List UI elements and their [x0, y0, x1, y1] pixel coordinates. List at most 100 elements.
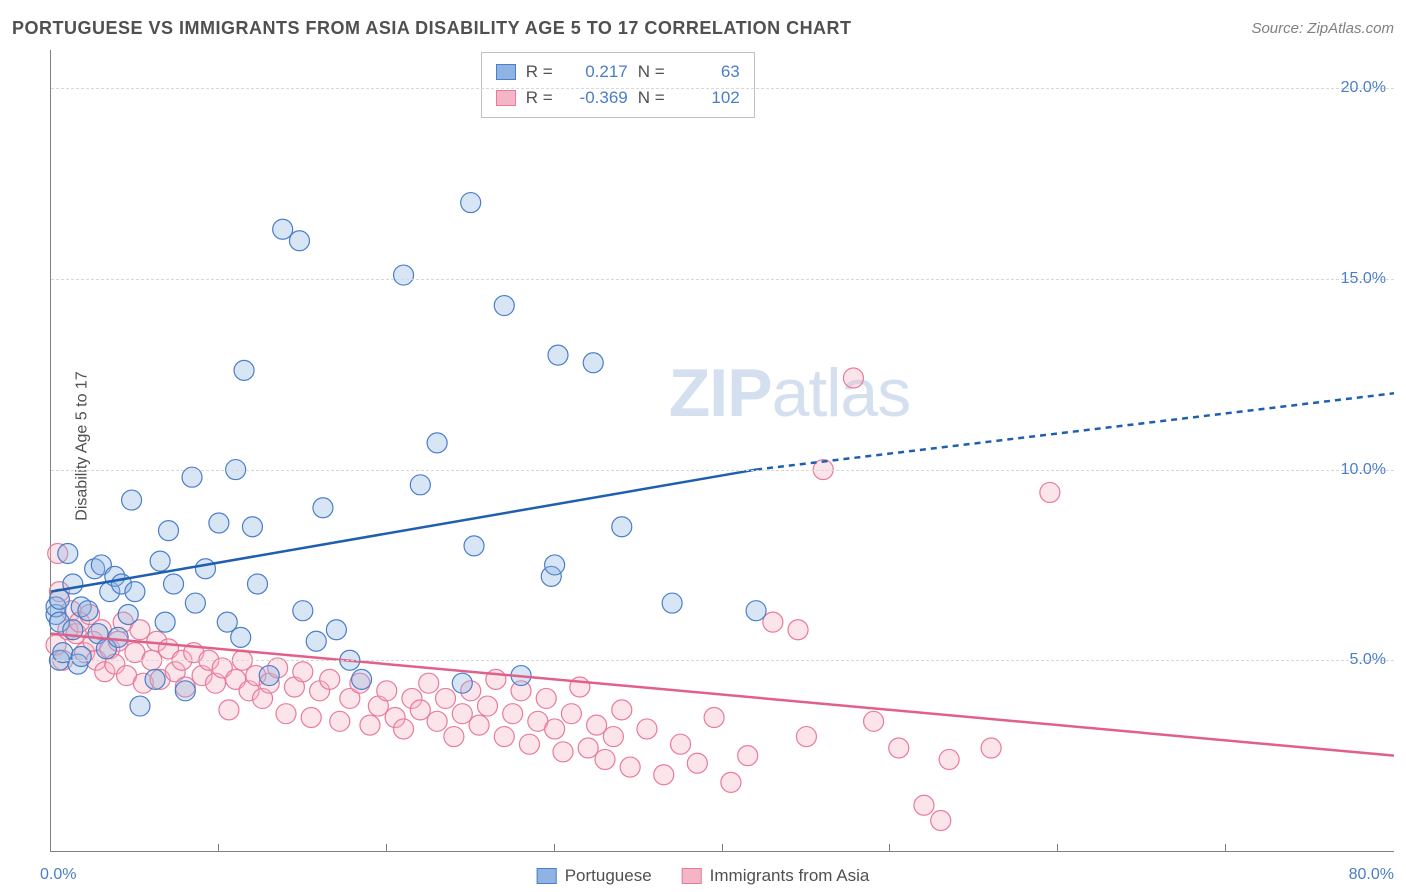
data-point	[461, 193, 481, 213]
data-point	[427, 711, 447, 731]
data-point	[108, 627, 128, 647]
data-point	[545, 555, 565, 575]
data-point	[519, 734, 539, 754]
data-point	[561, 704, 581, 724]
data-point	[377, 681, 397, 701]
data-point	[763, 612, 783, 632]
data-point	[150, 551, 170, 571]
series-legend: Portuguese Immigrants from Asia	[537, 866, 870, 886]
data-point	[545, 719, 565, 739]
data-point	[503, 704, 523, 724]
data-point	[738, 746, 758, 766]
data-point	[410, 475, 430, 495]
legend-item-b: Immigrants from Asia	[682, 866, 870, 886]
data-point	[360, 715, 380, 735]
data-point	[548, 345, 568, 365]
legend-label-b: Immigrants from Asia	[710, 866, 870, 886]
data-point	[704, 708, 724, 728]
data-point	[939, 749, 959, 769]
gridline	[51, 470, 1394, 471]
data-point	[746, 601, 766, 621]
data-point	[145, 669, 165, 689]
data-point	[494, 727, 514, 747]
n-label-a: N =	[638, 59, 670, 85]
r-value-a: 0.217	[568, 59, 628, 85]
data-point	[612, 700, 632, 720]
data-point	[159, 521, 179, 541]
data-point	[164, 574, 184, 594]
header: PORTUGUESE VS IMMIGRANTS FROM ASIA DISAB…	[12, 18, 1394, 39]
swatch-a-icon	[496, 64, 516, 80]
data-point	[330, 711, 350, 731]
data-point	[63, 574, 83, 594]
x-tick-label: 0.0%	[40, 866, 76, 884]
data-point	[185, 593, 205, 613]
x-tick-mark	[722, 844, 723, 852]
data-point	[301, 708, 321, 728]
data-point	[276, 704, 296, 724]
legend-swatch-a-icon	[537, 868, 557, 884]
data-point	[587, 715, 607, 735]
data-point	[293, 662, 313, 682]
data-point	[662, 593, 682, 613]
data-point	[981, 738, 1001, 758]
data-point	[155, 612, 175, 632]
data-point	[175, 681, 195, 701]
data-point	[864, 711, 884, 731]
data-point	[477, 696, 497, 716]
data-point	[452, 704, 472, 724]
data-point	[209, 513, 229, 533]
data-point	[293, 601, 313, 621]
y-tick-label: 20.0%	[1341, 79, 1386, 97]
data-point	[352, 669, 372, 689]
x-tick-mark	[218, 844, 219, 852]
data-point	[394, 719, 414, 739]
data-point	[931, 810, 951, 830]
data-point	[427, 433, 447, 453]
data-point	[595, 749, 615, 769]
data-point	[612, 517, 632, 537]
legend-label-a: Portuguese	[565, 866, 652, 886]
chart-title: PORTUGUESE VS IMMIGRANTS FROM ASIA DISAB…	[12, 18, 852, 39]
data-point	[320, 669, 340, 689]
data-point	[1040, 482, 1060, 502]
data-point	[603, 727, 623, 747]
data-point	[436, 688, 456, 708]
data-point	[889, 738, 909, 758]
data-point	[118, 605, 138, 625]
data-point	[494, 296, 514, 316]
data-point	[130, 696, 150, 716]
data-point	[578, 738, 598, 758]
data-point	[125, 582, 145, 602]
data-point	[553, 742, 573, 762]
data-point	[796, 727, 816, 747]
n-value-a: 63	[680, 59, 740, 85]
legend-item-a: Portuguese	[537, 866, 652, 886]
data-point	[195, 559, 215, 579]
data-point	[58, 543, 78, 563]
x-tick-mark	[1225, 844, 1226, 852]
chart-plot-area: ZIPatlas R = 0.217 N = 63 R = -0.369 N =…	[50, 50, 1394, 852]
data-point	[247, 574, 267, 594]
data-point	[219, 700, 239, 720]
data-point	[78, 601, 98, 621]
data-point	[259, 666, 279, 686]
data-point	[637, 719, 657, 739]
regression-line	[756, 393, 1394, 469]
x-tick-mark	[1057, 844, 1058, 852]
x-tick-mark	[889, 844, 890, 852]
data-point	[469, 715, 489, 735]
data-point	[273, 219, 293, 239]
y-tick-label: 5.0%	[1350, 651, 1386, 669]
gridline	[51, 88, 1394, 89]
x-tick-label: 80.0%	[1349, 866, 1394, 884]
data-point	[231, 627, 251, 647]
x-tick-mark	[554, 844, 555, 852]
y-tick-label: 10.0%	[1341, 461, 1386, 479]
data-point	[687, 753, 707, 773]
data-point	[464, 536, 484, 556]
data-point	[242, 517, 262, 537]
swatch-b-icon	[496, 90, 516, 106]
r-label-a: R =	[526, 59, 558, 85]
data-point	[914, 795, 934, 815]
